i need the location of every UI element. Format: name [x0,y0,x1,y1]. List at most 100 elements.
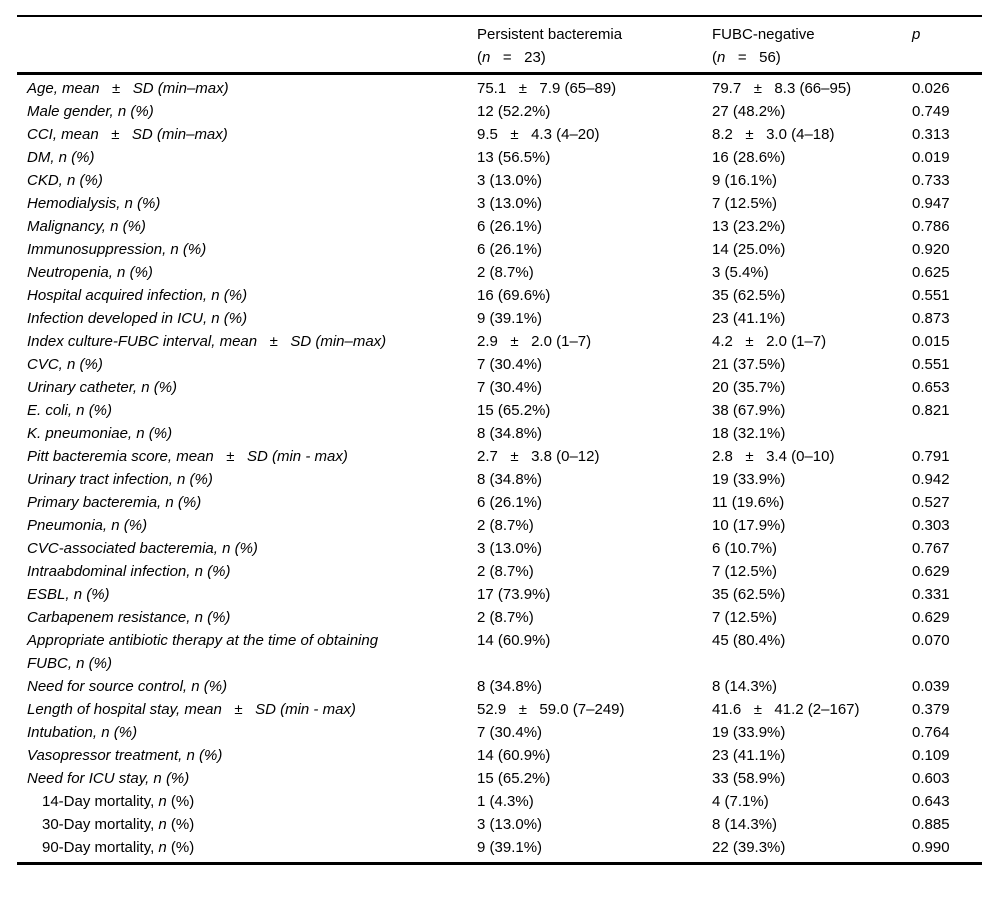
patient-characteristics-table: Persistent bacteremia (n = 23) FUBC-negat… [17,15,982,865]
row-label: Neutropenia, n (%) [27,264,153,281]
value-cell: 19 (33.9%) [712,471,786,488]
value-cell: 8 (34.8%) [477,471,543,488]
value-cell: 11 (19.6%) [712,494,785,511]
value-cell: 8 (14.3%) [712,816,778,833]
value-cell: 8 (34.8%) [477,425,543,442]
row-label: Primary bacteremia, n (%) [27,494,202,511]
value-cell: 9 (16.1%) [712,172,778,189]
value-cell: 23 (41.1%) [712,747,786,764]
value-cell: 2 (8.7%) [477,609,534,626]
table-row: Age, mean ± SD (min–max) 75.1 ± 7.9 (65–8… [17,74,982,101]
p-value: 0.643 [912,793,950,810]
value-cell: 14 (25.0%) [712,241,786,258]
value-cell: 41.6 ± 41.2 (2–167) [712,701,860,718]
row-label: Intraabdominal infection, n (%) [27,563,231,580]
value-cell: 35 (62.5%) [712,586,786,603]
p-value: 0.990 [912,839,950,856]
value-cell: 9.5 ± 4.3 (4–20) [477,126,600,143]
p-value: 0.313 [912,126,950,143]
table-row: Appropriate antibiotic therapy at the ti… [17,629,982,675]
row-label: Pitt bacteremia score, mean ± SD (min - … [27,448,348,465]
p-value: 0.764 [912,724,950,741]
p-value: 0.629 [912,609,950,626]
value-cell: 2.7 ± 3.8 (0–12) [477,448,600,465]
value-cell: 12 (52.2%) [477,103,551,120]
p-value: 0.942 [912,471,950,488]
p-value: 0.749 [912,103,950,120]
value-cell: 3 (13.0%) [477,195,543,212]
value-cell: 2 (8.7%) [477,517,534,534]
value-cell: 3 (13.0%) [477,540,543,557]
value-cell: 8 (14.3%) [712,678,778,695]
row-label: Hospital acquired infection, n (%) [27,287,248,304]
column-header-p: p [912,26,921,43]
value-cell: 2 (8.7%) [477,563,534,580]
row-label: 90-Day mortality, n (%) [42,839,195,856]
p-value: 0.653 [912,379,950,396]
column-header-fubc-negative: FUBC-negative (n = 56) [712,26,815,66]
value-cell: 75.1 ± 7.9 (65–89) [477,80,617,97]
value-cell: 14 (60.9%) [477,632,551,649]
value-cell: 38 (67.9%) [712,402,786,419]
row-label: Male gender, n (%) [27,103,154,120]
row-label: Malignancy, n (%) [27,218,146,235]
table-row: Index culture-FUBC interval, mean ± SD (… [17,330,982,353]
table-row: Need for source control, n (%) 8 (34.8%) 8… [17,675,982,698]
p-value: 0.379 [912,701,950,718]
value-cell: 7 (30.4%) [477,379,543,396]
row-label: 30-Day mortality, n (%) [42,816,195,833]
p-value: 0.070 [912,632,950,649]
p-value: 0.019 [912,149,950,166]
value-cell: 7 (30.4%) [477,724,543,741]
value-cell: 2.8 ± 3.4 (0–10) [712,448,835,465]
value-cell: 8.2 ± 3.0 (4–18) [712,126,835,143]
row-label: Need for source control, n (%) [27,678,228,695]
row-label: Urinary catheter, n (%) [27,379,178,396]
value-cell: 23 (41.1%) [712,310,786,327]
p-value: 0.733 [912,172,950,189]
row-label: Vasopressor treatment, n (%) [27,747,223,764]
value-cell: 13 (23.2%) [712,218,786,235]
table-row: CKD, n (%) 3 (13.0%) 9 (16.1%) 0.733 [17,169,982,192]
value-cell: 52.9 ± 59.0 (7–249) [477,701,625,718]
table-row: CVC-associated bacteremia, n (%) 3 (13.0%… [17,537,982,560]
p-value: 0.551 [912,287,950,304]
table-row: Malignancy, n (%) 6 (26.1%) 13 (23.2%) 0.78… [17,215,982,238]
value-cell: 6 (10.7%) [712,540,778,557]
table-row: Immunosuppression, n (%) 6 (26.1%) 14 (25.… [17,238,982,261]
row-label: K. pneumoniae, n (%) [27,425,173,442]
p-value: 0.603 [912,770,950,787]
value-cell: 1 (4.3%) [477,793,534,810]
p-value [902,422,982,445]
value-cell: 18 (32.1%) [712,425,786,442]
value-cell: 13 (56.5%) [477,149,551,166]
table-header: Persistent bacteremia (n = 23) FUBC-negat… [17,16,982,74]
p-value: 0.527 [912,494,950,511]
value-cell: 7 (12.5%) [712,195,778,212]
value-cell: 2 (8.7%) [477,264,534,281]
table-row: Primary bacteremia, n (%) 6 (26.1%) 11 (19… [17,491,982,514]
row-label: CVC-associated bacteremia, n (%) [27,540,258,557]
p-value: 0.885 [912,816,950,833]
value-cell: 7 (30.4%) [477,356,543,373]
table-row: Need for ICU stay, n (%) 15 (65.2%) 33 (58… [17,767,982,790]
value-cell: 17 (73.9%) [477,586,551,603]
table-row: Infection developed in ICU, n (%) 9 (39.1… [17,307,982,330]
table-row: Pitt bacteremia score, mean ± SD (min - … [17,445,982,468]
table-row: Vasopressor treatment, n (%) 14 (60.9%) 23… [17,744,982,767]
value-cell: 6 (26.1%) [477,241,543,258]
p-value: 0.625 [912,264,950,281]
row-label: Pneumonia, n (%) [27,517,148,534]
value-cell: 35 (62.5%) [712,287,786,304]
table-row: DM, n (%) 13 (56.5%) 16 (28.6%) 0.019 [17,146,982,169]
value-cell: 3 (5.4%) [712,264,769,281]
p-value: 0.767 [912,540,950,557]
table-row: Urinary tract infection, n (%) 8 (34.8%) 1… [17,468,982,491]
table-body: Age, mean ± SD (min–max) 75.1 ± 7.9 (65–8… [17,74,982,864]
value-cell: 19 (33.9%) [712,724,786,741]
value-cell: 6 (26.1%) [477,218,543,235]
value-cell: 10 (17.9%) [712,517,786,534]
value-cell: 15 (65.2%) [477,770,551,787]
row-label: Carbapenem resistance, n (%) [27,609,231,626]
table-row: CCI, mean ± SD (min–max) 9.5 ± 4.3 (4–20)… [17,123,982,146]
